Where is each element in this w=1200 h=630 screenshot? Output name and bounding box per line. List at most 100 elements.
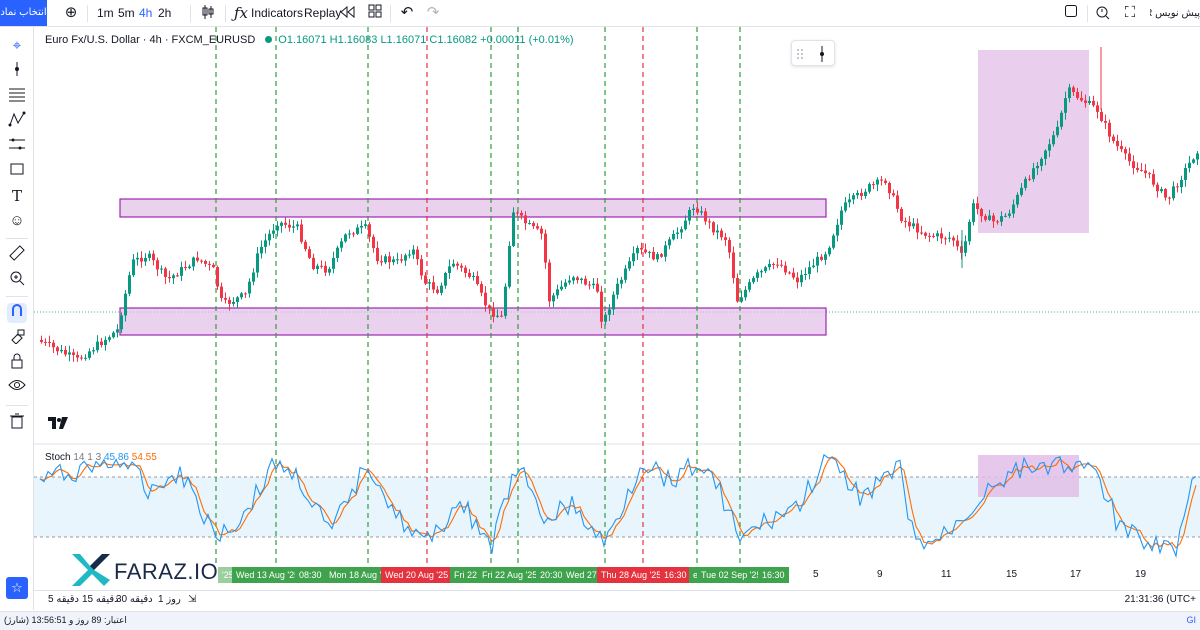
forecast-icon[interactable] — [7, 136, 27, 156]
indicators-icon[interactable]: ƒx — [233, 4, 248, 22]
candle-body — [712, 222, 715, 233]
symbol-search-button[interactable]: انتخاب نماد — [0, 0, 47, 26]
fullscreen-window-icon[interactable] — [1062, 4, 1080, 22]
emoji-icon[interactable]: ☺ — [9, 212, 25, 229]
candle-body — [876, 179, 879, 185]
candle-body — [800, 274, 803, 283]
candle-body — [1144, 170, 1147, 174]
candle-body — [312, 257, 315, 270]
candle-body — [564, 282, 567, 287]
layout-name-label[interactable]: پیش نویس EUR — [1150, 8, 1200, 19]
candle-body — [872, 184, 875, 186]
candles-icon[interactable] — [199, 4, 217, 22]
candle-body — [1028, 178, 1031, 180]
candle-body — [1064, 98, 1067, 113]
top-toolbar: انتخاب نماد ⊕ 1m 5m 4h 2h ƒx Indicators … — [0, 0, 1200, 27]
stoch-d-value: 54.55 — [131, 452, 157, 463]
market-open-dot — [265, 36, 273, 43]
timeframe-2h[interactable]: 2h — [158, 6, 172, 20]
candle-body — [1120, 146, 1123, 150]
lock-drawing-icon[interactable] — [7, 328, 27, 348]
price-chart[interactable] — [34, 27, 1200, 567]
range-1d[interactable]: 1 روز — [158, 594, 181, 605]
floating-drawing-toolbar[interactable] — [791, 40, 835, 66]
candle-body — [384, 256, 387, 263]
candle-body — [396, 259, 399, 261]
candle-body — [292, 226, 295, 228]
candle-body — [92, 350, 95, 352]
candle-body — [88, 351, 91, 358]
candle-body — [796, 277, 799, 283]
timeframe-5m[interactable]: 5m — [118, 6, 135, 20]
trash-icon[interactable] — [7, 413, 27, 433]
candle-body — [180, 266, 183, 276]
candle-body — [1156, 184, 1159, 192]
candle-body — [1004, 215, 1007, 217]
range-5m[interactable]: 5 دقیقه — [48, 594, 80, 605]
timeframe-1m[interactable]: 1m — [97, 6, 114, 20]
symbol-title[interactable]: Euro Fx/U.S. Dollar · 4h · FXCM_EURUSD — [45, 34, 256, 46]
candle-body — [584, 278, 587, 285]
candle-body — [348, 233, 351, 235]
candle-body — [764, 267, 767, 272]
range-15m[interactable]: 15 دقیقه — [82, 594, 119, 605]
fullscreen-icon[interactable]: ⛶ — [1124, 4, 1136, 21]
favorites-star-icon[interactable]: ☆ — [6, 577, 28, 599]
undo-icon[interactable]: ↶ — [400, 4, 414, 21]
text-tool-icon[interactable]: T — [11, 187, 22, 205]
candle-body — [1132, 161, 1135, 168]
replay-button[interactable]: Replay — [304, 6, 342, 20]
candle-body — [296, 224, 299, 227]
range-bar: 5 دقیقه 15 دقیقه 30 دقیقه 1 روز ⇲ 21:31:… — [34, 590, 1200, 610]
zoom-in-icon[interactable] — [7, 270, 27, 290]
eye-icon[interactable] — [7, 378, 27, 398]
ruler-icon[interactable] — [7, 245, 27, 265]
lock-icon[interactable] — [7, 353, 27, 373]
crosshair-icon[interactable]: ⌖ — [12, 37, 22, 54]
candle-body — [716, 230, 719, 233]
candle-body — [916, 223, 919, 233]
goto-date-icon[interactable]: ⇲ — [188, 594, 197, 605]
trend-line-icon[interactable] — [7, 61, 27, 81]
candle-body — [52, 342, 55, 348]
time-axis-tick: 15 — [1006, 569, 1018, 580]
candle-body — [684, 220, 687, 230]
candle-body — [944, 238, 947, 240]
redo-icon[interactable]: ↷ — [426, 4, 440, 21]
status-bar: اعتبار: 89 روز و 13:56:51 (شارژ) GI — [0, 611, 1200, 630]
candle-body — [480, 284, 483, 293]
layout-grid-icon[interactable] — [366, 4, 384, 22]
pattern-icon[interactable] — [7, 111, 27, 131]
candle-body — [688, 209, 691, 221]
candle-body — [1012, 204, 1015, 214]
time-axis-label: Fri 22 Aug '25 — [478, 567, 542, 583]
candle-body — [1168, 197, 1171, 199]
indicators-button[interactable]: Indicators — [251, 6, 304, 20]
candle-body — [644, 249, 647, 253]
rectangle-icon[interactable] — [7, 161, 27, 181]
candle-body — [244, 293, 247, 295]
candle-body — [924, 232, 927, 236]
ohlc-change: +0.00011 (+0.01%) — [480, 34, 574, 46]
candle-body — [440, 285, 443, 293]
alert-clock-icon[interactable] — [1094, 4, 1112, 22]
clock[interactable]: 21:31:36 (UTC+ — [1124, 594, 1196, 605]
resistance-zone — [119, 198, 827, 218]
stoch-name[interactable]: Stoch — [45, 452, 71, 463]
range-30m[interactable]: 30 دقیقه — [116, 594, 153, 605]
magnet-icon[interactable] — [7, 303, 27, 323]
candle-body — [1096, 105, 1099, 112]
replay-rewind-icon[interactable] — [338, 4, 356, 22]
candle-body — [724, 237, 727, 241]
candle-body — [1128, 153, 1131, 162]
candle-body — [844, 202, 847, 211]
timeframe-4h[interactable]: 4h — [139, 6, 153, 20]
candle-body — [624, 268, 627, 280]
candle-body — [84, 357, 87, 359]
candle-body — [356, 227, 359, 234]
fib-retracement-icon[interactable] — [7, 86, 27, 106]
candle-body — [1048, 144, 1051, 151]
candle-body — [220, 286, 223, 298]
add-symbol-icon[interactable]: ⊕ — [64, 4, 78, 21]
candle-body — [444, 273, 447, 286]
